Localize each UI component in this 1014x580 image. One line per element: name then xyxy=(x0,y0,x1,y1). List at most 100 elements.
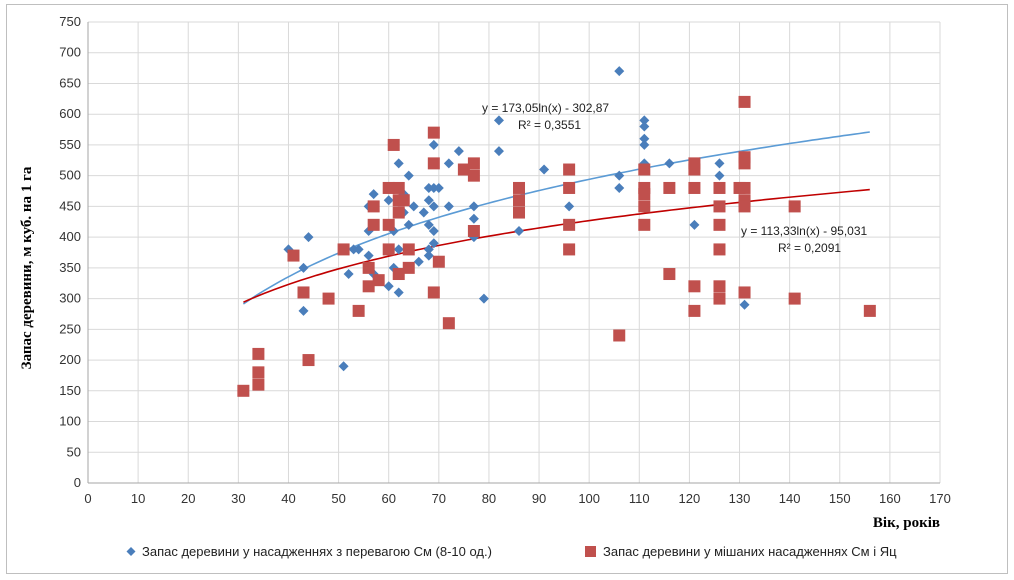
point-series-1 xyxy=(348,244,359,255)
y-tick-label: 250 xyxy=(59,321,81,336)
y-tick-label: 700 xyxy=(59,45,81,60)
point-series-2 xyxy=(513,181,526,194)
y-tick-label: 300 xyxy=(59,291,81,306)
point-series-2 xyxy=(362,280,375,293)
legend-marker-series-1 xyxy=(126,547,136,556)
point-series-2 xyxy=(738,95,751,108)
point-series-2 xyxy=(442,317,455,330)
x-tick-label: 100 xyxy=(578,491,600,506)
point-series-1 xyxy=(428,139,439,150)
point-series-1 xyxy=(303,232,314,243)
point-series-1 xyxy=(453,146,464,157)
data-points xyxy=(237,66,876,397)
point-series-1 xyxy=(639,121,650,132)
point-series-2 xyxy=(663,268,676,281)
point-series-1 xyxy=(539,164,550,175)
point-series-1 xyxy=(383,281,394,292)
y-tick-label: 150 xyxy=(59,383,81,398)
point-series-1 xyxy=(403,170,414,181)
x-tick-label: 50 xyxy=(331,491,345,506)
point-series-1 xyxy=(413,256,424,267)
point-series-1 xyxy=(664,158,675,169)
point-series-1 xyxy=(493,115,504,126)
point-series-2 xyxy=(382,218,395,231)
point-series-2 xyxy=(713,280,726,293)
point-series-2 xyxy=(302,354,315,367)
point-series-2 xyxy=(467,224,480,237)
point-series-2 xyxy=(663,181,676,194)
point-series-2 xyxy=(427,286,440,299)
y-tick-label: 600 xyxy=(59,106,81,121)
point-series-2 xyxy=(387,138,400,151)
point-series-2 xyxy=(738,286,751,299)
point-series-1 xyxy=(363,250,374,261)
point-series-2 xyxy=(713,243,726,256)
trendline-1 xyxy=(242,131,870,305)
point-series-1 xyxy=(423,219,434,230)
trendline-2 xyxy=(243,188,870,303)
point-series-1 xyxy=(298,305,309,316)
point-series-1 xyxy=(614,170,625,181)
x-tick-label: 150 xyxy=(829,491,851,506)
point-series-1 xyxy=(714,158,725,169)
point-series-1 xyxy=(514,225,525,236)
point-series-2 xyxy=(392,206,405,219)
x-tick-label: 30 xyxy=(231,491,245,506)
point-series-1 xyxy=(428,201,439,212)
point-series-2 xyxy=(738,200,751,213)
trendline-1-r2: R² = 0,3551 xyxy=(518,118,581,132)
point-series-1 xyxy=(689,219,700,230)
point-series-2 xyxy=(513,206,526,219)
point-series-1 xyxy=(443,201,454,212)
point-series-2 xyxy=(688,280,701,293)
point-series-1 xyxy=(368,189,379,200)
point-series-2 xyxy=(392,268,405,281)
point-series-2 xyxy=(287,249,300,262)
point-series-1 xyxy=(428,238,439,249)
point-series-1 xyxy=(468,213,479,224)
x-tick-labels: 0 10 20 30 40 50 60 70 80 90 100 110 120 130 140 150 160… xyxy=(84,491,950,506)
y-tick-labels: 0 50 100 150 200 250 300 350 400 450 500 550 600 650 7… xyxy=(59,14,81,490)
point-series-2 xyxy=(563,163,576,176)
point-series-2 xyxy=(638,163,651,176)
point-series-1 xyxy=(338,361,349,372)
point-series-2 xyxy=(352,304,365,317)
point-series-1 xyxy=(428,225,439,236)
legend-marker-series-2 xyxy=(585,546,596,557)
point-series-2 xyxy=(392,181,405,194)
point-series-2 xyxy=(638,218,651,231)
point-series-1 xyxy=(343,269,354,280)
point-series-2 xyxy=(738,181,751,194)
point-series-2 xyxy=(688,304,701,317)
x-axis-title: Вік, років xyxy=(873,515,940,531)
x-tick-label: 110 xyxy=(629,491,650,506)
y-tick-label: 50 xyxy=(67,444,81,459)
x-tick-label: 70 xyxy=(432,491,446,506)
point-series-2 xyxy=(252,347,265,360)
y-tick-label: 400 xyxy=(59,229,81,244)
point-series-2 xyxy=(372,274,385,287)
point-series-2 xyxy=(713,181,726,194)
point-series-2 xyxy=(382,243,395,256)
legend-label-series-1: Запас деревини у насадженнях з перевагою… xyxy=(142,544,492,559)
legend-label-series-2: Запас деревини у мішаних насадженнях См … xyxy=(603,544,897,559)
trendline-2-r2: R² = 0,2091 xyxy=(778,241,841,255)
trendline-2-equation: y = 113,33ln(x) - 95,031 xyxy=(741,224,868,238)
point-series-2 xyxy=(402,261,415,274)
point-series-1 xyxy=(423,244,434,255)
point-series-2 xyxy=(297,286,310,299)
point-series-1 xyxy=(298,262,309,273)
y-tick-label: 500 xyxy=(59,168,81,183)
point-series-1 xyxy=(408,201,419,212)
point-series-1 xyxy=(639,139,650,150)
point-series-2 xyxy=(427,126,440,139)
point-series-2 xyxy=(563,218,576,231)
point-series-2 xyxy=(563,243,576,256)
point-series-1 xyxy=(393,158,404,169)
point-series-1 xyxy=(423,250,434,261)
y-axis-title: Запас деревини, м куб. на 1 га xyxy=(19,166,35,369)
point-series-2 xyxy=(688,181,701,194)
point-series-2 xyxy=(863,304,876,317)
point-series-1 xyxy=(714,170,725,181)
y-tick-label: 350 xyxy=(59,260,81,275)
